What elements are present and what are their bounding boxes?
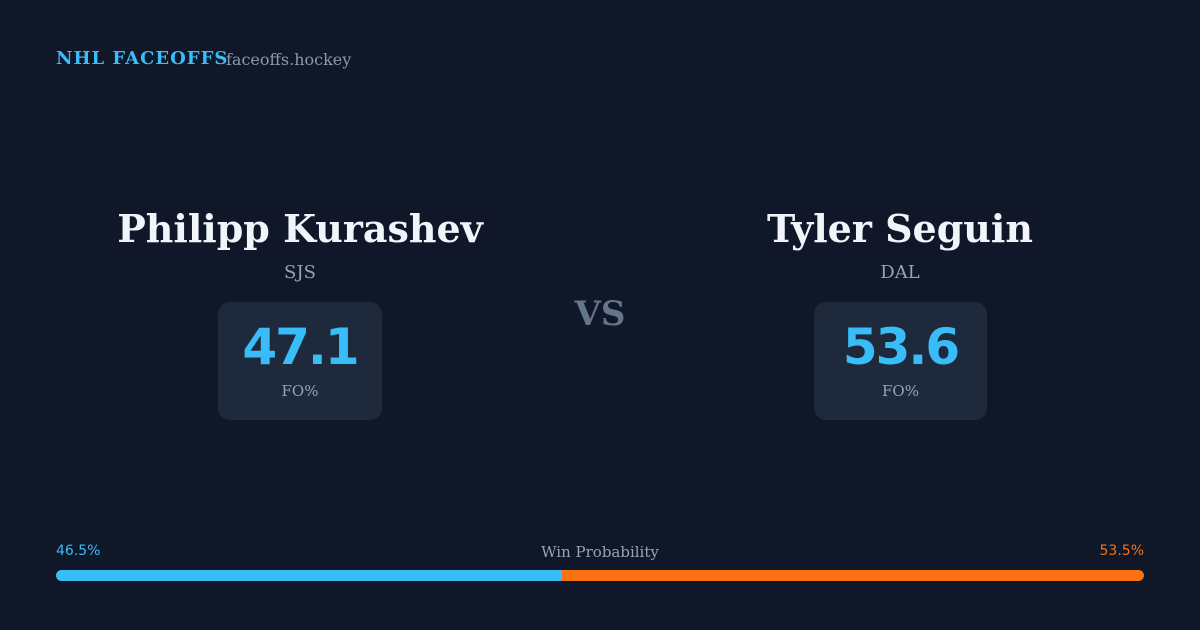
win-prob-segment bbox=[561, 570, 1144, 581]
player-name: Tyler Seguin bbox=[767, 206, 1033, 251]
vs: VS bbox=[574, 294, 626, 334]
win-prob-segment bbox=[56, 570, 562, 581]
win-prob-label: 53.5% bbox=[1099, 543, 1144, 559]
brand: NHL FACEOFFS bbox=[56, 48, 229, 69]
team: DAL bbox=[880, 262, 920, 283]
stat-box: 47.1 FO% bbox=[218, 302, 382, 420]
win-prob-title: Win Probability bbox=[541, 543, 659, 561]
fo-label: FO% bbox=[882, 382, 919, 400]
fo-label: FO% bbox=[281, 382, 319, 400]
fo-value: 47.1 bbox=[242, 318, 359, 376]
win-prob-label: 46.5% bbox=[56, 543, 101, 559]
win-prob-bar bbox=[56, 570, 1144, 581]
fo-value: 53.6 bbox=[842, 318, 960, 376]
site-url: faceoffs.hockey bbox=[226, 50, 352, 69]
stat-box: 53.6 FO% bbox=[814, 302, 987, 420]
player-name: Philipp Kurashev bbox=[117, 206, 483, 251]
team: SJS bbox=[284, 262, 316, 283]
